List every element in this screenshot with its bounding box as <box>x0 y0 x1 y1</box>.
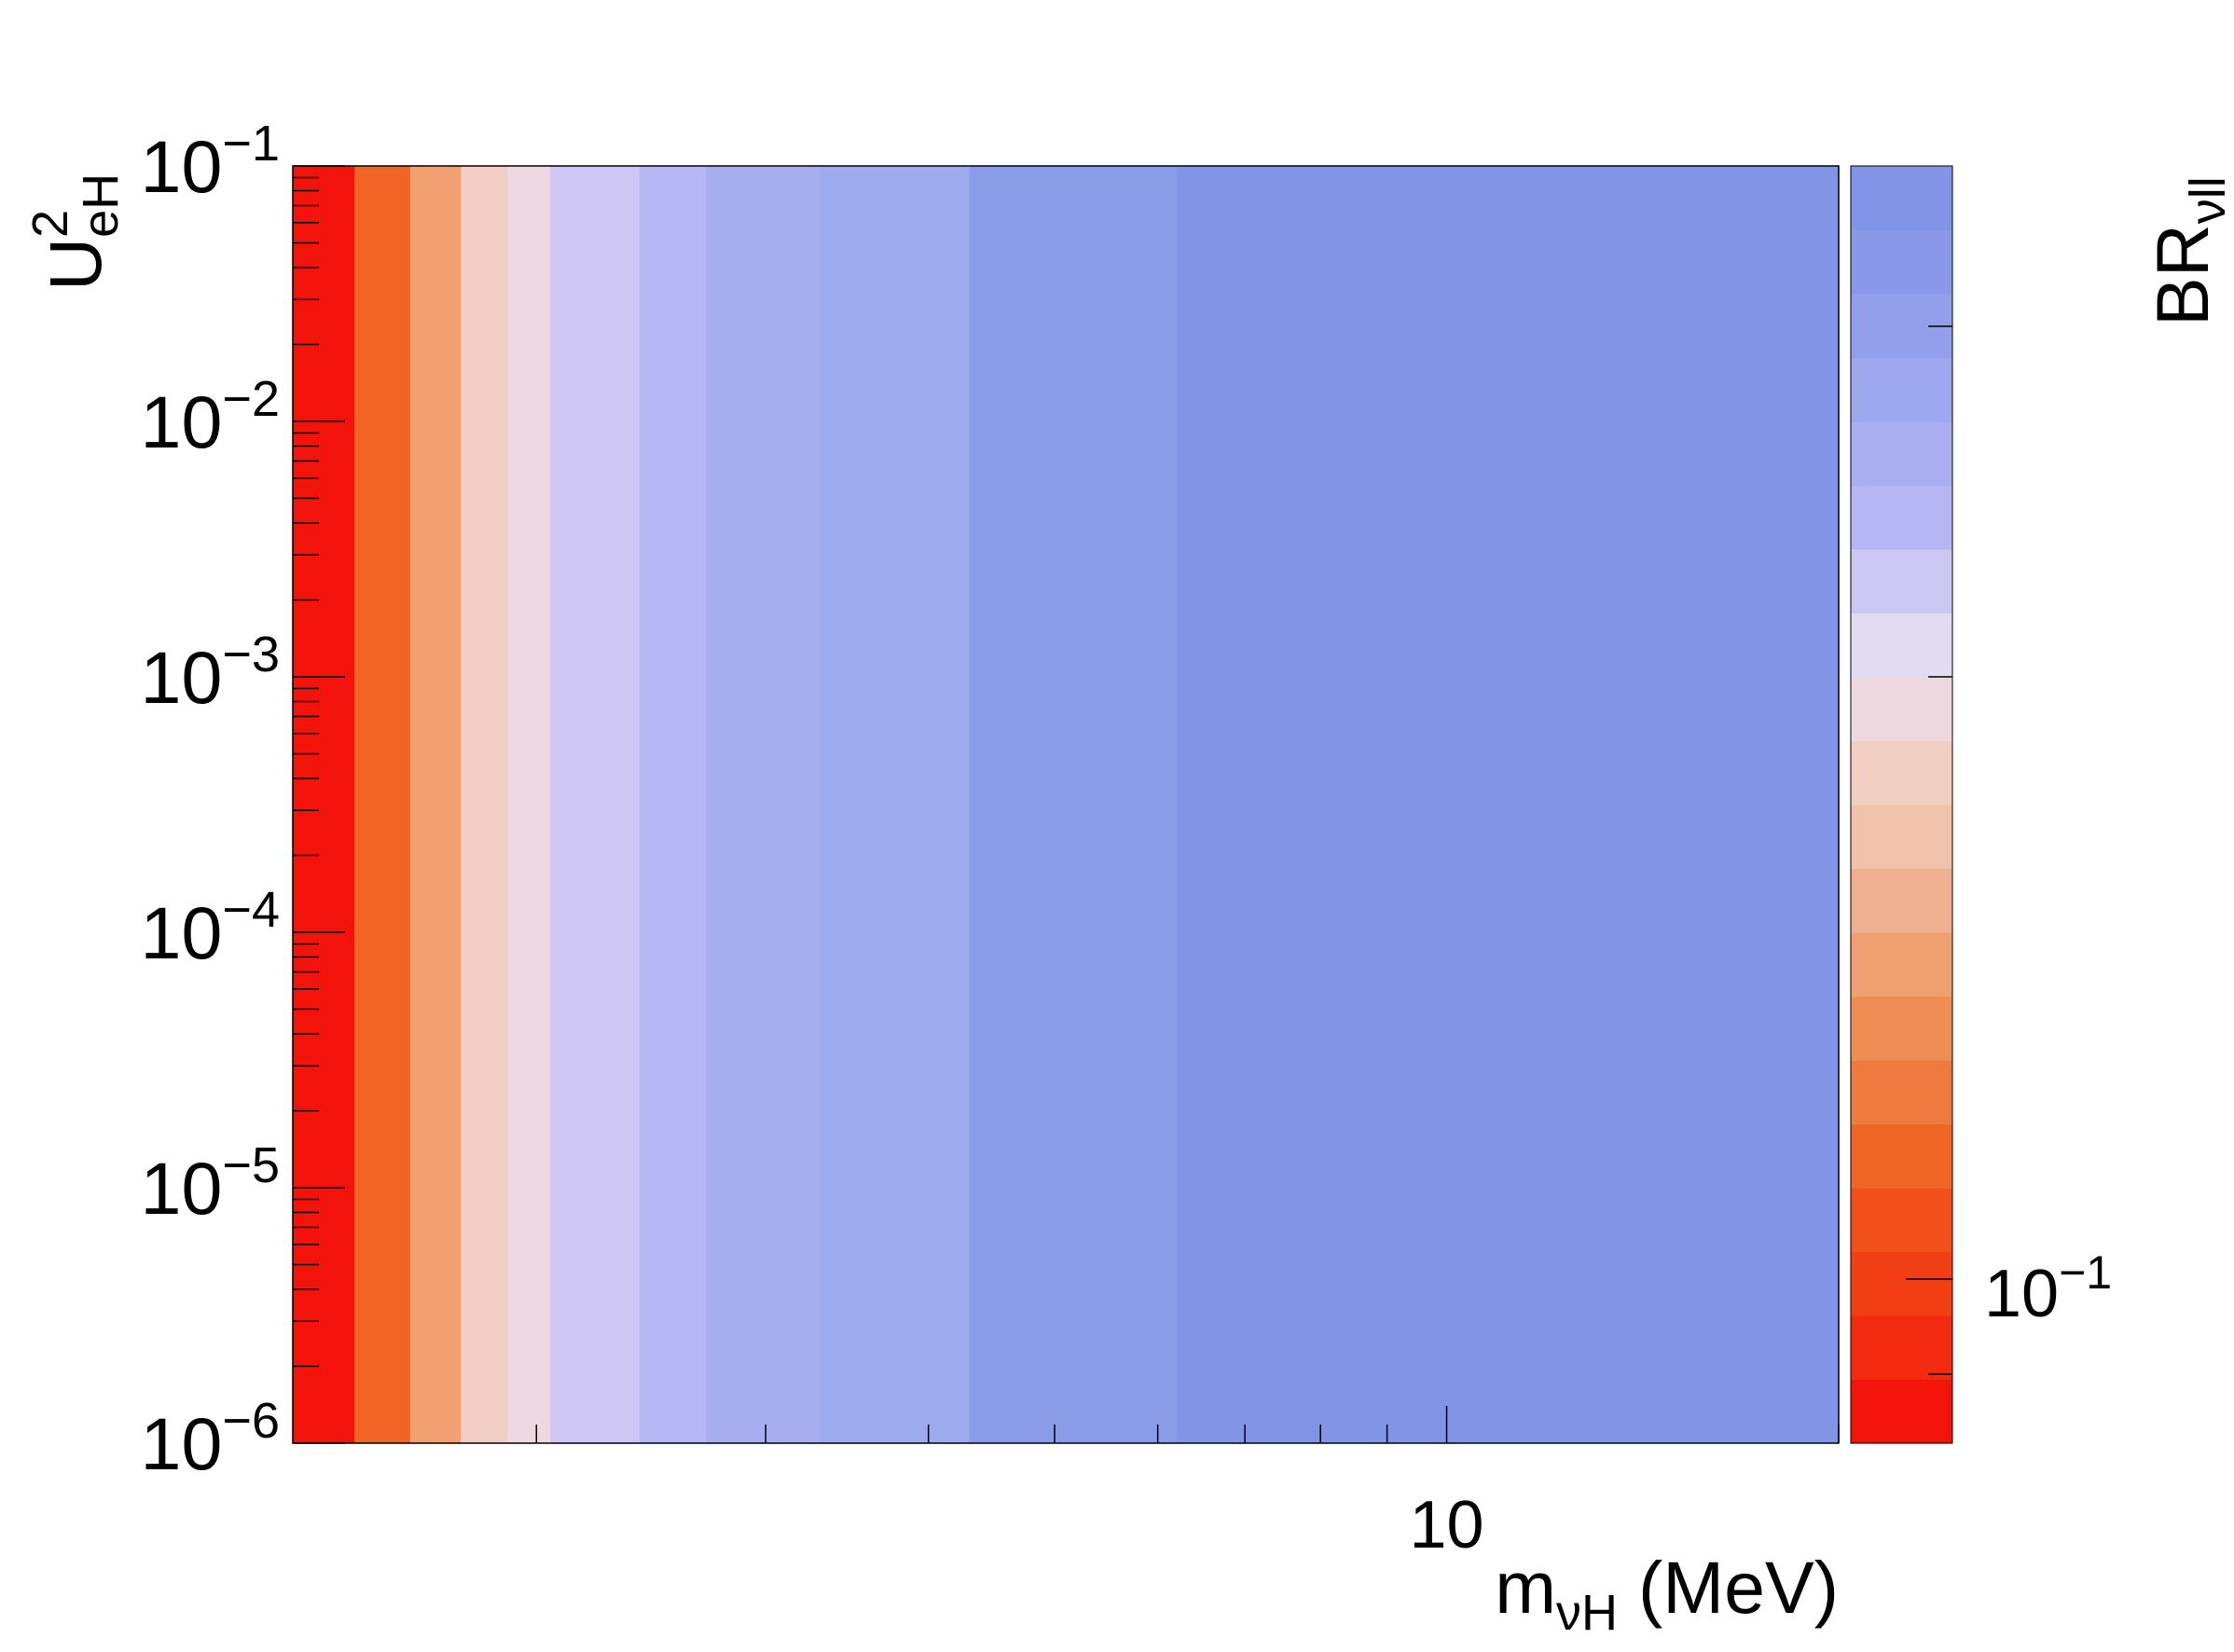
y-tick-label-2: 10−4 <box>141 882 280 974</box>
colorbar-step-4 <box>1851 1123 1952 1189</box>
colorbar-step-3 <box>1851 1188 1952 1253</box>
heatmap-band-10 <box>1176 166 1840 1443</box>
x-tick-label-0: 10 <box>1410 1488 1484 1563</box>
colorbar-step-7 <box>1851 932 1952 998</box>
heatmap-band-3 <box>461 166 508 1443</box>
heatmap-band-4 <box>507 166 551 1443</box>
heatmap-band-2 <box>409 166 462 1443</box>
y-tick-label-base: 10 <box>141 125 223 208</box>
y-tick-label-exp: −6 <box>222 1393 280 1449</box>
colorbar-label: BRνll <box>2141 176 2234 326</box>
colorbar-step-12 <box>1851 613 1952 678</box>
colorbar-step-18 <box>1851 229 1952 295</box>
colorbar-tick-label-base: 10 <box>1984 1257 2059 1331</box>
colorbar-step-15 <box>1851 421 1952 487</box>
y-tick-label-0: 10−6 <box>141 1393 280 1485</box>
colorbar-step-0 <box>1851 1379 1952 1444</box>
y-tick-label-base: 10 <box>141 636 223 719</box>
colorbar-step-5 <box>1851 1060 1952 1125</box>
colorbar-step-9 <box>1851 805 1952 870</box>
y-axis-ticks <box>293 165 345 1444</box>
y-tick-label-base: 10 <box>141 891 223 974</box>
x-axis-label: mνH (MeV) <box>1495 1546 1839 1641</box>
colorbar-step-6 <box>1851 996 1952 1061</box>
colorbar-step-16 <box>1851 357 1952 422</box>
y-tick-label-base: 10 <box>141 380 223 463</box>
colorbar-step-13 <box>1851 549 1952 614</box>
colorbar-tick-label: 10−1 <box>1984 1246 2112 1331</box>
y-tick-label-3: 10−3 <box>141 626 280 719</box>
x-axis-label-main: m <box>1495 1546 1556 1629</box>
y-tick-label-exp: −4 <box>222 882 280 938</box>
heatmap-band-0 <box>293 166 355 1443</box>
x-axis-label-sub: νH <box>1556 1585 1618 1641</box>
colorbar-step-8 <box>1851 868 1952 933</box>
colorbar-step-1 <box>1851 1315 1952 1381</box>
plot-frame <box>292 165 1840 1444</box>
y-tick-label-5: 10−1 <box>141 116 280 208</box>
heatmap-band-7 <box>706 166 821 1443</box>
colorbar-step-14 <box>1851 485 1952 550</box>
y-axis-label: U2eH <box>22 173 129 291</box>
y-tick-label-base: 10 <box>141 1147 223 1230</box>
heatmap-band-8 <box>820 166 971 1443</box>
y-axis-label-sub: eH <box>73 173 129 238</box>
y-axis-label-main: U <box>34 238 117 291</box>
heatmap-band-1 <box>354 166 411 1443</box>
colorbar-label-sub: νll <box>2180 176 2234 224</box>
y-tick-label-4: 10−2 <box>141 371 280 463</box>
x-axis-label-suffix: (MeV) <box>1618 1546 1839 1629</box>
colorbar-ticks <box>1906 325 1952 1375</box>
y-tick-label-exp: −1 <box>222 116 280 172</box>
colorbar-label-main: BR <box>2141 224 2224 326</box>
colorbar-step-19 <box>1851 166 1952 231</box>
y-tick-label-exp: −5 <box>222 1137 280 1193</box>
colorbar-frame <box>1850 165 1953 1444</box>
colorbar-step-11 <box>1851 677 1952 742</box>
colorbar-step-2 <box>1851 1251 1952 1316</box>
y-tick-label-1: 10−5 <box>141 1137 280 1230</box>
y-tick-label-exp: −3 <box>222 626 280 682</box>
y-axis-tick-labels: 10−610−510−410−310−210−1 <box>141 116 280 1485</box>
colorbar <box>1851 166 1952 1444</box>
x-axis-tick-labels: 10 <box>1410 1488 1484 1563</box>
heatmap-bands <box>293 166 1840 1443</box>
x-axis-ticks <box>535 1406 1840 1443</box>
y-tick-label-exp: −2 <box>222 371 280 427</box>
y-tick-label-base: 10 <box>141 1402 223 1485</box>
heatmap-band-9 <box>969 166 1178 1443</box>
heatmap-band-6 <box>639 166 707 1443</box>
colorbar-tick-label-exp: −1 <box>2059 1246 2112 1299</box>
y-axis-label-sup: 2 <box>22 210 78 238</box>
colorbar-step-10 <box>1851 740 1952 805</box>
heatmap-band-5 <box>550 166 641 1443</box>
